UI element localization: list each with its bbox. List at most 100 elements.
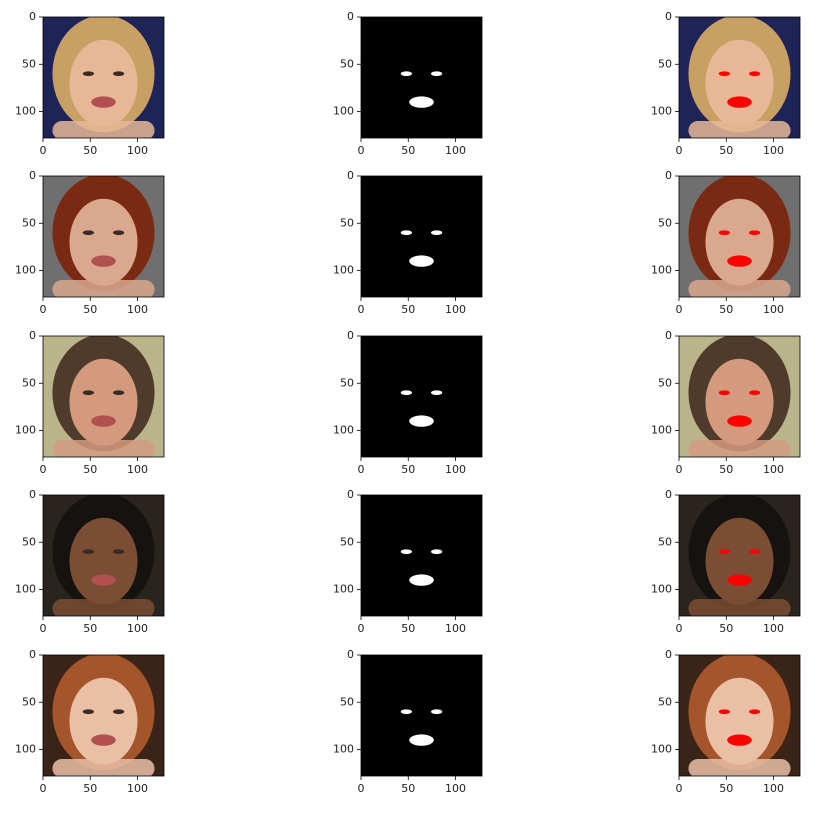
x-tick-label: 100 — [445, 303, 466, 316]
y-tick-label: 100 — [333, 264, 354, 277]
x-tick-label: 50 — [719, 463, 733, 476]
eye — [112, 549, 125, 555]
x-tick-label: 50 — [719, 303, 733, 316]
image — [43, 176, 164, 297]
x-tick-label: 0 — [40, 622, 47, 635]
y-tick-label: 100 — [333, 105, 354, 118]
eye — [82, 390, 95, 396]
y-tick-label: 100 — [15, 583, 36, 596]
y-tick-label: 0 — [665, 329, 672, 342]
eye — [82, 709, 95, 715]
x-tick-label: 0 — [40, 463, 47, 476]
image — [43, 17, 164, 138]
y-tick-label: 50 — [22, 535, 36, 548]
axes-frame — [360, 494, 483, 617]
shoulders — [52, 439, 155, 457]
x-tick-label: 100 — [763, 463, 784, 476]
x-tick-label: 100 — [127, 463, 148, 476]
eye — [748, 230, 761, 236]
shoulders — [688, 279, 791, 297]
y-tick-label: 100 — [15, 264, 36, 277]
x-tick-label: 0 — [40, 303, 47, 316]
y-tick-label: 50 — [658, 695, 672, 708]
face — [69, 358, 138, 446]
image — [43, 336, 164, 457]
mouth — [727, 574, 752, 586]
image — [679, 336, 800, 457]
y-tick-label: 50 — [340, 535, 354, 548]
mouth — [727, 96, 752, 108]
x-tick-label: 100 — [445, 463, 466, 476]
shoulders — [688, 758, 791, 776]
y-tick-label: 0 — [665, 648, 672, 661]
face — [69, 39, 138, 127]
image — [361, 655, 482, 776]
mask-eye — [400, 390, 413, 396]
x-tick-label: 50 — [401, 303, 415, 316]
y-tick-label: 100 — [651, 743, 672, 756]
y-tick-label: 0 — [347, 169, 354, 182]
x-tick-label: 100 — [127, 303, 148, 316]
x-tick-label: 0 — [676, 782, 683, 795]
mask-eye — [430, 549, 443, 555]
y-tick-label: 0 — [29, 488, 36, 501]
axes-frame — [678, 175, 801, 298]
y-tick-label: 50 — [658, 57, 672, 70]
y-tick-label: 50 — [22, 376, 36, 389]
mask-mouth — [409, 255, 434, 267]
shoulders — [52, 598, 155, 616]
axes-frame — [42, 335, 165, 458]
eye — [82, 549, 95, 555]
face — [705, 198, 774, 286]
x-tick-label: 0 — [676, 144, 683, 157]
mask-eye — [430, 390, 443, 396]
y-tick-label: 0 — [347, 10, 354, 23]
mask-eye — [400, 71, 413, 77]
mouth — [91, 734, 116, 746]
shoulders — [688, 598, 791, 616]
y-tick-label: 50 — [658, 535, 672, 548]
y-tick-label: 50 — [22, 57, 36, 70]
eye — [112, 390, 125, 396]
x-tick-label: 50 — [401, 144, 415, 157]
x-tick-label: 100 — [127, 622, 148, 635]
image — [679, 655, 800, 776]
x-tick-label: 50 — [719, 144, 733, 157]
x-tick-label: 100 — [763, 144, 784, 157]
y-tick-label: 50 — [340, 57, 354, 70]
x-tick-label: 0 — [358, 782, 365, 795]
x-tick-label: 0 — [358, 463, 365, 476]
y-tick-label: 0 — [29, 648, 36, 661]
axes-frame — [42, 16, 165, 139]
x-tick-label: 100 — [445, 782, 466, 795]
axes-frame — [360, 335, 483, 458]
x-tick-label: 50 — [719, 782, 733, 795]
shoulders — [52, 279, 155, 297]
axes-frame — [678, 654, 801, 777]
x-tick-label: 50 — [83, 303, 97, 316]
x-tick-label: 0 — [40, 144, 47, 157]
mask-background — [361, 655, 482, 776]
mask-eye — [400, 549, 413, 555]
x-tick-label: 100 — [763, 303, 784, 316]
y-tick-label: 0 — [347, 648, 354, 661]
y-tick-label: 0 — [665, 488, 672, 501]
eye — [718, 71, 731, 77]
axes-frame — [360, 654, 483, 777]
image — [361, 176, 482, 297]
y-tick-label: 100 — [651, 583, 672, 596]
y-tick-label: 50 — [658, 376, 672, 389]
x-tick-label: 0 — [676, 303, 683, 316]
x-tick-label: 100 — [763, 622, 784, 635]
face — [705, 517, 774, 605]
mask-eye — [430, 230, 443, 236]
mask-eye — [400, 709, 413, 715]
x-tick-label: 0 — [676, 622, 683, 635]
x-tick-label: 0 — [676, 463, 683, 476]
image — [361, 336, 482, 457]
eye — [112, 71, 125, 77]
x-tick-label: 50 — [83, 463, 97, 476]
y-tick-label: 50 — [658, 216, 672, 229]
